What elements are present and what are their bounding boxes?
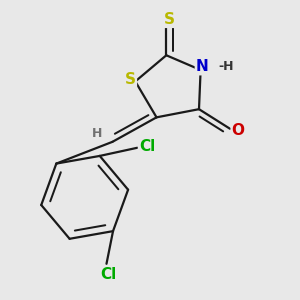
Text: Cl: Cl [139, 139, 155, 154]
Text: O: O [232, 123, 245, 138]
Text: Cl: Cl [100, 267, 116, 282]
Text: H: H [92, 127, 102, 140]
Text: -H: -H [219, 60, 234, 73]
Text: S: S [164, 12, 175, 27]
Text: N: N [196, 59, 208, 74]
Text: S: S [125, 72, 136, 87]
